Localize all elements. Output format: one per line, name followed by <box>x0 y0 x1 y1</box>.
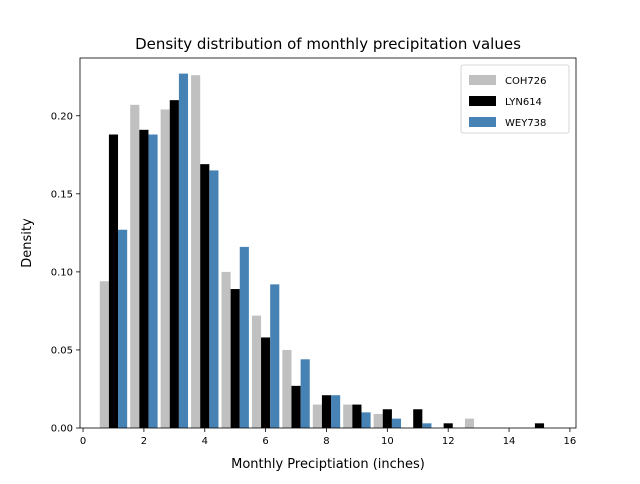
bar-coh726-bin-3 <box>160 109 170 429</box>
bar-lyn614-bin-15 <box>534 423 545 428</box>
x-tick-label: 14 <box>503 436 516 447</box>
bar-lyn614-bin-11 <box>413 409 423 428</box>
bar-wey738-bin-2 <box>148 134 158 428</box>
bar-lyn614-bin-9 <box>352 404 362 428</box>
x-tick-label: 12 <box>442 436 455 447</box>
y-tick-label: 0.15 <box>51 189 73 200</box>
bar-lyn614-bin-1 <box>108 134 119 428</box>
bar-coh726-bin-1 <box>99 281 109 428</box>
bar-lyn614-bin-10 <box>382 409 392 428</box>
legend-swatch-wey738 <box>469 117 496 127</box>
chart-title: Density distribution of monthly precipit… <box>135 35 521 53</box>
bar-wey738-bin-4 <box>209 170 219 428</box>
bar-coh726-bin-2 <box>130 104 140 428</box>
y-tick-label: 0.10 <box>51 267 73 278</box>
bar-lyn614-bin-12 <box>443 423 453 428</box>
bar-coh726-bin-8 <box>312 404 322 428</box>
y-axis-label: Density <box>20 218 35 268</box>
bar-lyn614-bin-8 <box>321 395 332 428</box>
bars-layer <box>99 73 545 429</box>
bar-wey738-bin-5 <box>239 246 249 428</box>
legend-label-lyn614: LYN614 <box>505 97 542 108</box>
x-tick-label: 16 <box>564 436 577 447</box>
legend-swatch-coh726 <box>469 75 496 85</box>
legend-label-coh726: COH726 <box>505 76 546 87</box>
bar-coh726-bin-9 <box>343 404 353 428</box>
bar-wey738-bin-6 <box>270 284 280 428</box>
bar-wey738-bin-7 <box>300 359 310 428</box>
legend: COH726 LYN614 WEY738 <box>460 64 570 134</box>
legend-label-wey738: WEY738 <box>505 118 546 129</box>
x-tick-label: 2 <box>141 436 147 447</box>
bar-lyn614-bin-4 <box>200 164 210 428</box>
x-tick-label: 6 <box>262 436 268 447</box>
bar-wey738-bin-8 <box>331 395 341 428</box>
bar-lyn614-bin-3 <box>169 100 179 428</box>
x-axis: 0 2 4 6 8 10 12 14 16 <box>80 428 576 447</box>
y-axis: 0.00 0.05 0.10 0.15 0.20 <box>51 111 80 435</box>
x-tick-label: 0 <box>80 436 86 447</box>
bar-wey738-bin-11 <box>422 423 432 428</box>
bar-lyn614-bin-6 <box>261 337 271 428</box>
y-tick-label: 0.20 <box>51 111 73 122</box>
x-tick-label: 10 <box>381 436 394 447</box>
bar-wey738-bin-9 <box>361 412 371 428</box>
bar-coh726-bin-10 <box>373 413 383 428</box>
bar-coh726-bin-6 <box>251 315 262 428</box>
bar-wey738-bin-1 <box>118 229 128 428</box>
x-tick-label: 4 <box>202 436 208 447</box>
x-axis-label: Monthly Preciptiation (inches) <box>231 457 425 472</box>
y-tick-label: 0.00 <box>51 424 73 435</box>
legend-swatch-lyn614 <box>469 96 496 106</box>
bar-coh726-bin-4 <box>191 75 201 428</box>
bar-wey738-bin-10 <box>391 418 402 428</box>
bar-lyn614-bin-2 <box>139 129 149 429</box>
bar-lyn614-bin-7 <box>291 385 301 428</box>
bar-wey738-bin-3 <box>178 73 189 428</box>
bar-coh726-bin-7 <box>282 349 292 428</box>
bar-coh726-bin-5 <box>221 271 231 428</box>
x-tick-label: 8 <box>323 436 329 447</box>
plot-frame <box>79 57 577 429</box>
y-tick-label: 0.05 <box>51 345 73 356</box>
bar-lyn614-bin-5 <box>230 289 240 428</box>
bar-coh726-bin-13 <box>464 418 475 428</box>
